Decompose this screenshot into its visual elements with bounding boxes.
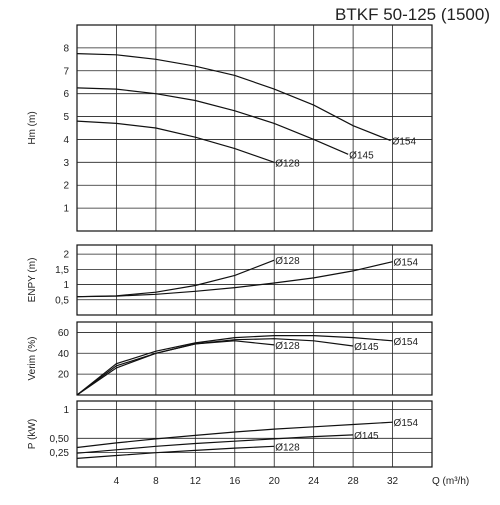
power-ytick-0-25: 0,25: [50, 448, 70, 459]
head-curve-128: [76, 120, 275, 163]
xtick-12: 12: [190, 476, 202, 487]
npsh-curve-154: [76, 261, 393, 298]
efficiency-curve-128: [76, 340, 275, 396]
efficiency-curve-154: [76, 335, 393, 396]
power-curve-label-145: Ø145: [354, 431, 379, 442]
npsh-ytick-0-5: 0,5: [55, 295, 69, 306]
npsh-curve-label-154: Ø154: [394, 258, 419, 269]
power-curve-128: [76, 445, 275, 459]
efficiency-curve-label-145: Ø145: [354, 342, 379, 353]
head-ytick-1: 1: [63, 204, 69, 215]
efficiency-curve-label-154: Ø154: [394, 337, 419, 348]
efficiency-panel-frame: [76, 321, 433, 396]
xtick-4: 4: [114, 476, 120, 487]
npsh-ytick-2: 2: [63, 250, 69, 261]
x-axis-label: Q (m³/h): [432, 476, 469, 487]
power-curve-label-128: Ø128: [275, 442, 300, 453]
efficiency-ytick-20: 20: [58, 370, 70, 381]
power-ytick-0-50: 0,50: [50, 434, 70, 445]
npsh-panel-frame: [76, 244, 433, 316]
power-ylabel: P (kW): [27, 419, 38, 449]
head-curve-label-154: Ø154: [392, 137, 417, 148]
chart-title: BTKF 50-125 (1500): [335, 5, 490, 24]
efficiency-curve-label-128: Ø128: [275, 341, 300, 352]
head-ytick-2: 2: [63, 181, 69, 192]
head-ytick-4: 4: [63, 135, 69, 146]
npsh-ytick-1-5: 1,5: [55, 265, 69, 276]
efficiency-ylabel: Verim (%): [27, 337, 38, 381]
head-panel-frame: [76, 24, 433, 232]
efficiency-ytick-60: 60: [58, 328, 70, 339]
xtick-32: 32: [387, 476, 399, 487]
power-curve-145: [76, 434, 354, 454]
xtick-8: 8: [153, 476, 159, 487]
xtick-28: 28: [348, 476, 360, 487]
npsh-curve-128: [76, 259, 275, 298]
power-panel-frame: [76, 400, 433, 468]
xtick-20: 20: [269, 476, 281, 487]
head-curve-label-145: Ø145: [349, 150, 374, 161]
head-ytick-5: 5: [63, 112, 69, 123]
npsh-ytick-1: 1: [63, 280, 69, 291]
xtick-16: 16: [229, 476, 241, 487]
npsh-ylabel: ENPY (m): [27, 258, 38, 303]
power-curve-154: [76, 421, 393, 449]
head-curve-154: [76, 53, 391, 142]
head-ytick-3: 3: [63, 158, 69, 169]
power-curve-label-154: Ø154: [394, 418, 419, 429]
head-ytick-8: 8: [63, 43, 69, 54]
head-curve-label-128: Ø128: [275, 158, 300, 169]
head-ytick-6: 6: [63, 89, 69, 100]
head-curve-145: [76, 87, 349, 155]
power-ytick-1: 1: [63, 405, 69, 416]
npsh-curve-label-128: Ø128: [275, 256, 300, 267]
xtick-24: 24: [308, 476, 320, 487]
efficiency-ytick-40: 40: [58, 349, 70, 360]
head-ylabel: Hm (m): [27, 111, 38, 144]
head-ytick-7: 7: [63, 66, 69, 77]
